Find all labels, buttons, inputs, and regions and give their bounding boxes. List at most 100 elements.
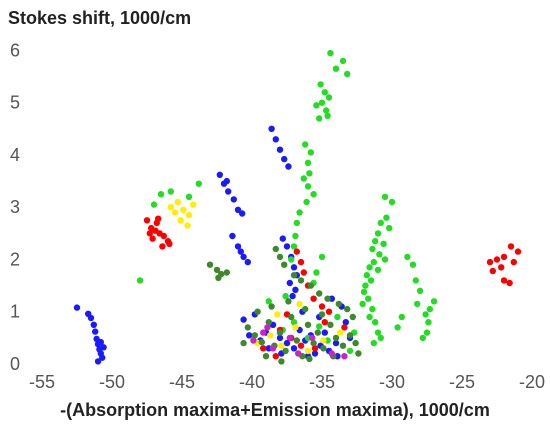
scatter-point [342,319,349,326]
scatter-point [190,201,197,208]
scatter-point [274,311,281,318]
scatter-point [267,332,274,339]
y-tick-label: 4 [10,145,20,165]
x-tick-label: -55 [29,372,55,392]
scatter-point [184,222,191,229]
scatter-point [258,338,265,346]
scatter-point [493,256,501,263]
scatter-point [240,339,247,347]
scatter-point [293,248,300,255]
scatter-point [307,282,314,289]
scatter-point [279,235,286,242]
scatter-point [341,353,348,360]
scatter-point [290,319,298,326]
scatter-point [269,345,277,352]
scatter-point [334,313,341,321]
scatter-point [285,163,292,170]
scatter-point [318,253,326,261]
scatter-point [167,188,174,195]
x-tick-label: -30 [379,372,405,392]
scatter-point [388,198,396,206]
scatter-point [309,334,316,342]
scatter-point [369,245,376,253]
scatter-point [149,235,156,242]
scatter-point [292,324,299,331]
x-tick-label: -40 [239,372,265,392]
scatter-point [306,170,313,177]
scatter-point [213,266,221,274]
y-tick-label: 0 [10,354,20,374]
scatter-point [230,196,237,203]
scatter-point [150,201,158,208]
scatter-point [246,332,253,339]
scatter-point [206,261,214,268]
scatter-point [341,324,348,331]
scatter-point [185,211,193,219]
scatter-point [339,342,347,349]
scatter-point [92,328,99,335]
scatter-point [281,155,288,163]
scatter-point [240,316,247,323]
scatter-point [290,264,298,271]
scatter-point [506,279,513,287]
scatter-point [285,298,292,305]
scatter-point [316,323,323,330]
scatter-point [215,274,222,281]
scatter-point [313,269,320,276]
y-tick-label: 5 [10,93,20,113]
scatter-point [281,261,288,268]
scatter-point [311,345,319,352]
scatter-point [174,198,181,206]
scatter-point [346,347,354,355]
scatter-point [367,277,375,284]
y-tick-labels: 0 1 2 3 4 5 6 [10,40,20,374]
scatter-point [90,321,98,328]
scatter-point [369,305,376,313]
scatter-point [363,272,370,279]
scatter-point [237,248,244,255]
scatter-point [335,300,342,308]
scatter-point [332,65,340,72]
scatter-point [283,339,291,347]
scatter-point [303,198,310,206]
scatter-point [359,300,366,308]
scatter-point [426,305,433,313]
x-tick-label: -35 [309,372,335,392]
scatter-point [87,314,95,322]
scatter-point [304,321,312,328]
scatter-point [276,253,284,261]
scatter-point [99,354,106,361]
scatter-point [307,149,314,156]
scatter-point [100,344,107,351]
scatter-point [314,329,321,336]
scatter-point [244,324,251,331]
scatter-point [177,217,184,224]
y-tick-label: 2 [10,249,20,269]
scatter-point [282,347,289,355]
scatter-point [332,334,340,342]
y-axis-label: Stokes shift, 1000/cm [8,8,191,28]
scatter-point [292,286,299,293]
scatter-point [234,243,242,250]
scatter-point [251,332,258,339]
scatter-point [321,319,328,326]
scatter-point [290,345,298,352]
scatter-point [346,332,354,339]
scatter-point [377,334,384,342]
scatter-point [381,193,389,200]
x-tick-label: -50 [99,372,125,392]
scatter-point [262,353,270,360]
scatter-point [310,295,317,302]
scatter-point [304,159,312,166]
scatter-point [73,304,81,311]
scatter-point [337,329,344,336]
scatter-point [423,329,431,336]
scatter-point [372,319,379,326]
scatter-point [216,171,223,178]
scatter-point [300,269,307,276]
scatter-point [185,193,193,200]
y-tick-label: 1 [10,302,20,322]
scatter-point [370,339,377,347]
scatter-point [225,188,232,195]
